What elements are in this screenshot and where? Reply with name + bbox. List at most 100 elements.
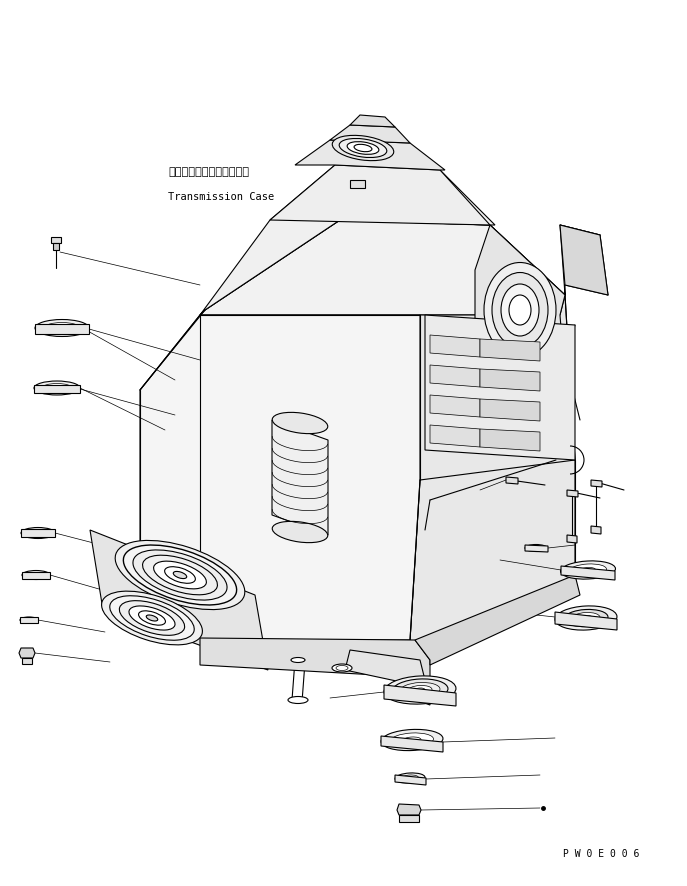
Text: Transmission Case: Transmission Case	[168, 192, 275, 202]
Polygon shape	[480, 399, 540, 421]
Polygon shape	[480, 429, 540, 451]
Ellipse shape	[110, 595, 194, 641]
Polygon shape	[560, 225, 608, 295]
Text: P W 0 E 0 0 6: P W 0 E 0 0 6	[563, 850, 640, 859]
Ellipse shape	[572, 612, 600, 624]
Polygon shape	[567, 535, 577, 543]
Ellipse shape	[555, 606, 617, 630]
Ellipse shape	[288, 696, 308, 703]
Polygon shape	[270, 165, 490, 225]
Polygon shape	[200, 220, 565, 315]
Ellipse shape	[124, 545, 236, 605]
Ellipse shape	[291, 657, 305, 663]
Polygon shape	[430, 335, 480, 357]
Ellipse shape	[501, 284, 539, 336]
Ellipse shape	[272, 412, 328, 433]
Polygon shape	[53, 243, 59, 250]
Polygon shape	[200, 165, 495, 315]
Polygon shape	[330, 125, 410, 143]
Ellipse shape	[44, 323, 80, 333]
Polygon shape	[399, 815, 419, 822]
Ellipse shape	[146, 615, 158, 621]
Ellipse shape	[35, 320, 89, 337]
Ellipse shape	[484, 262, 556, 357]
Ellipse shape	[332, 664, 352, 672]
Ellipse shape	[347, 142, 379, 154]
Polygon shape	[415, 575, 580, 665]
Ellipse shape	[564, 610, 608, 626]
Polygon shape	[410, 295, 575, 650]
Ellipse shape	[339, 138, 387, 158]
Ellipse shape	[42, 384, 72, 392]
Polygon shape	[591, 526, 601, 534]
Ellipse shape	[333, 136, 394, 160]
Ellipse shape	[580, 616, 592, 620]
Ellipse shape	[272, 521, 328, 542]
Ellipse shape	[139, 610, 166, 626]
Polygon shape	[395, 775, 426, 785]
Polygon shape	[272, 420, 328, 535]
Polygon shape	[430, 425, 480, 447]
Polygon shape	[35, 324, 89, 334]
Ellipse shape	[115, 540, 245, 610]
Polygon shape	[561, 566, 615, 580]
Ellipse shape	[509, 295, 531, 325]
Ellipse shape	[133, 550, 227, 600]
Polygon shape	[480, 369, 540, 391]
Polygon shape	[560, 225, 600, 295]
Polygon shape	[397, 804, 421, 815]
Polygon shape	[415, 685, 430, 705]
Ellipse shape	[403, 737, 421, 743]
Ellipse shape	[20, 617, 38, 623]
Polygon shape	[506, 477, 518, 484]
Ellipse shape	[530, 546, 543, 550]
Ellipse shape	[120, 601, 185, 635]
Ellipse shape	[384, 676, 456, 704]
Polygon shape	[295, 140, 445, 170]
Ellipse shape	[22, 571, 50, 579]
Ellipse shape	[32, 574, 39, 576]
Polygon shape	[430, 395, 480, 417]
Ellipse shape	[395, 773, 425, 783]
Ellipse shape	[492, 273, 548, 347]
Ellipse shape	[408, 686, 432, 695]
Ellipse shape	[102, 591, 203, 645]
Polygon shape	[345, 650, 425, 685]
Ellipse shape	[24, 618, 34, 621]
Polygon shape	[475, 225, 565, 395]
Ellipse shape	[570, 563, 607, 576]
Polygon shape	[381, 736, 443, 752]
Ellipse shape	[154, 561, 206, 589]
Polygon shape	[51, 237, 61, 243]
Polygon shape	[200, 638, 430, 678]
Ellipse shape	[34, 532, 42, 534]
Ellipse shape	[381, 729, 443, 750]
Polygon shape	[430, 365, 480, 387]
Ellipse shape	[165, 567, 195, 583]
Polygon shape	[22, 572, 50, 579]
Polygon shape	[591, 480, 602, 487]
Ellipse shape	[392, 679, 448, 701]
Ellipse shape	[55, 326, 69, 330]
Ellipse shape	[129, 606, 175, 630]
Ellipse shape	[581, 567, 596, 572]
Polygon shape	[22, 658, 32, 664]
Ellipse shape	[27, 572, 45, 578]
Ellipse shape	[51, 386, 63, 390]
Ellipse shape	[354, 144, 372, 152]
Polygon shape	[480, 339, 540, 361]
Ellipse shape	[27, 530, 49, 537]
Ellipse shape	[415, 688, 425, 692]
Ellipse shape	[525, 545, 547, 551]
Polygon shape	[34, 385, 80, 393]
Polygon shape	[21, 529, 55, 537]
Ellipse shape	[400, 682, 440, 697]
Polygon shape	[555, 612, 617, 630]
Ellipse shape	[561, 561, 616, 579]
Polygon shape	[384, 685, 456, 706]
Polygon shape	[350, 115, 395, 127]
Polygon shape	[425, 315, 575, 460]
Polygon shape	[525, 545, 548, 552]
Ellipse shape	[21, 527, 55, 539]
Text: トランスミッションケース: トランスミッションケース	[168, 167, 249, 177]
